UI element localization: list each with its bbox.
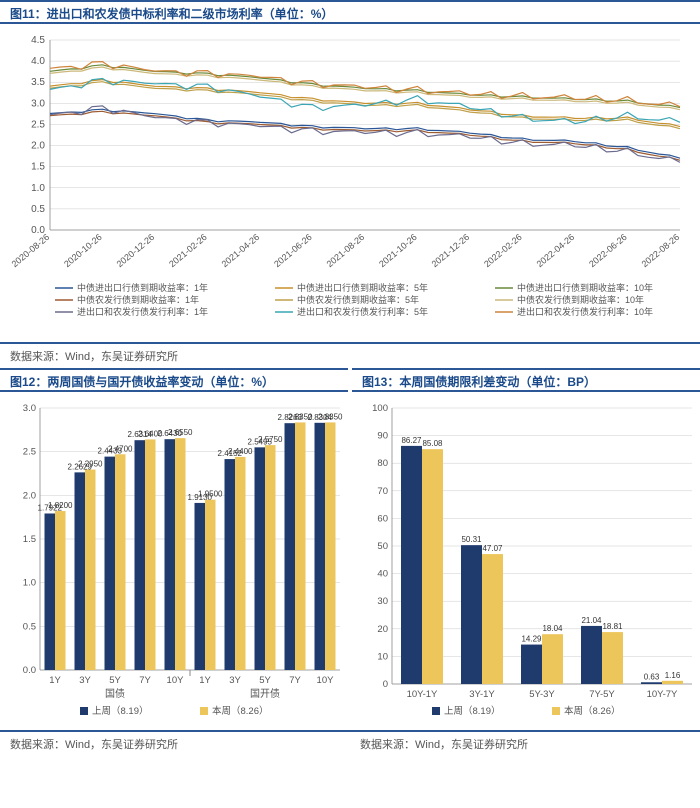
- svg-text:3.0: 3.0: [23, 403, 36, 414]
- svg-text:2020-08-26: 2020-08-26: [10, 232, 51, 269]
- fig11-source: 数据来源：Wind，东吴证券研究所: [0, 342, 700, 368]
- svg-text:2.6550: 2.6550: [168, 428, 193, 437]
- svg-text:4.5: 4.5: [31, 35, 45, 46]
- fig11-title: 图11：进出口和农发债中标利率和二级市场利率（单位：%）: [0, 0, 700, 24]
- svg-text:上周（8.19）: 上周（8.19）: [92, 705, 149, 717]
- svg-text:3.0: 3.0: [31, 98, 45, 109]
- svg-text:2.5750: 2.5750: [258, 435, 283, 444]
- fig13-title: 图13：本周国债期限利差变动（单位：BP）: [352, 368, 700, 392]
- svg-text:70: 70: [377, 486, 388, 497]
- svg-text:50: 50: [377, 541, 388, 552]
- svg-text:2022-08-26: 2022-08-26: [640, 232, 682, 269]
- svg-text:2021-04-26: 2021-04-26: [220, 232, 262, 269]
- svg-text:90: 90: [377, 431, 388, 442]
- svg-text:中债农发行债到期收益率：5年: 中债农发行债到期收益率：5年: [297, 294, 419, 305]
- svg-text:3.5: 3.5: [31, 77, 45, 88]
- svg-text:21.04: 21.04: [581, 616, 602, 625]
- svg-text:2021-10-26: 2021-10-26: [377, 232, 419, 269]
- svg-text:40: 40: [377, 569, 388, 580]
- svg-text:85.08: 85.08: [422, 439, 443, 448]
- svg-text:本周（8.26）: 本周（8.26）: [212, 705, 269, 717]
- svg-text:进出口和农发行债发行利率：1年: 进出口和农发行债发行利率：1年: [77, 306, 208, 317]
- svg-text:100: 100: [372, 403, 388, 414]
- svg-text:30: 30: [377, 596, 388, 607]
- svg-text:0: 0: [383, 679, 388, 690]
- fig13-source: 数据来源：Wind，东吴证券研究所: [350, 730, 700, 756]
- svg-text:1.0: 1.0: [31, 183, 45, 194]
- svg-text:2022-06-26: 2022-06-26: [587, 232, 629, 269]
- svg-text:5Y-3Y: 5Y-3Y: [529, 689, 555, 700]
- svg-text:1Y: 1Y: [199, 675, 211, 686]
- svg-text:80: 80: [377, 458, 388, 469]
- svg-text:1.8200: 1.8200: [48, 501, 73, 510]
- svg-text:86.27: 86.27: [401, 436, 422, 445]
- svg-text:10Y: 10Y: [317, 675, 335, 686]
- svg-text:60: 60: [377, 513, 388, 524]
- svg-text:上周（8.19）: 上周（8.19）: [444, 705, 501, 717]
- svg-text:2021-02-26: 2021-02-26: [167, 232, 209, 269]
- svg-text:中债农发行债到期收益率：1年: 中债农发行债到期收益率：1年: [77, 294, 199, 305]
- svg-text:2021-06-26: 2021-06-26: [272, 232, 314, 269]
- svg-text:2020-10-26: 2020-10-26: [62, 232, 104, 269]
- fig13-chart: 0 10 20 30 40 50 60 70 80 90 100 86.2785.08 10Y-1Y 50…: [352, 392, 700, 730]
- fig12-title: 图12：两周国债与国开债收益率变动（单位：%）: [0, 368, 348, 392]
- svg-text:2021-08-26: 2021-08-26: [325, 232, 367, 269]
- svg-text:0.0: 0.0: [23, 665, 36, 676]
- svg-text:国开债: 国开债: [250, 687, 280, 700]
- svg-text:中债农发行债到期收益率：10年: 中债农发行债到期收益率：10年: [517, 294, 644, 305]
- svg-text:进出口和农发行债发行利率：5年: 进出口和农发行债发行利率：5年: [297, 306, 428, 317]
- svg-text:3Y: 3Y: [229, 675, 241, 686]
- svg-text:中债进出口行债到期收益率：1年: 中债进出口行债到期收益率：1年: [77, 282, 208, 293]
- fig12-source: 数据来源：Wind，东吴证券研究所: [0, 730, 350, 756]
- svg-text:7Y: 7Y: [139, 675, 151, 686]
- svg-text:10Y-1Y: 10Y-1Y: [407, 689, 438, 700]
- svg-text:1Y: 1Y: [49, 675, 61, 686]
- fig12-chart: 0.00.51.01.52.02.53.01.79221.82001Y2.262…: [0, 392, 348, 730]
- svg-text:14.29: 14.29: [521, 635, 542, 644]
- svg-text:国债: 国债: [105, 687, 125, 700]
- svg-text:5Y: 5Y: [259, 675, 271, 686]
- svg-text:3Y-1Y: 3Y-1Y: [469, 689, 495, 700]
- svg-text:2.0: 2.0: [31, 141, 45, 152]
- svg-text:7Y-5Y: 7Y-5Y: [589, 689, 615, 700]
- svg-text:中债进出口行债到期收益率：5年: 中债进出口行债到期收益率：5年: [297, 282, 428, 293]
- svg-text:1.16: 1.16: [665, 671, 681, 680]
- svg-text:2021-12-26: 2021-12-26: [430, 232, 472, 269]
- svg-text:2022-02-26: 2022-02-26: [482, 232, 524, 269]
- svg-text:0.63: 0.63: [644, 672, 660, 681]
- svg-text:进出口和农发行债发行利率：10年: 进出口和农发行债发行利率：10年: [517, 306, 653, 317]
- svg-text:4.0: 4.0: [31, 56, 45, 67]
- svg-text:10Y: 10Y: [167, 675, 185, 686]
- svg-text:1.5: 1.5: [23, 534, 36, 545]
- svg-text:1.9500: 1.9500: [198, 490, 223, 499]
- svg-text:10Y-7Y: 10Y-7Y: [647, 689, 678, 700]
- svg-text:2.2950: 2.2950: [78, 460, 103, 469]
- svg-text:中债进出口行债到期收益率：10年: 中债进出口行债到期收益率：10年: [517, 282, 653, 293]
- svg-text:2.4400: 2.4400: [228, 447, 253, 456]
- svg-text:10: 10: [377, 651, 388, 662]
- svg-text:47.07: 47.07: [482, 544, 503, 553]
- svg-text:2020-12-26: 2020-12-26: [115, 232, 157, 269]
- svg-text:0.5: 0.5: [31, 204, 45, 215]
- svg-text:20: 20: [377, 624, 388, 635]
- svg-text:50.31: 50.31: [461, 535, 482, 544]
- svg-text:3Y: 3Y: [79, 675, 91, 686]
- svg-text:7Y: 7Y: [289, 675, 301, 686]
- svg-text:0.5: 0.5: [23, 621, 36, 632]
- svg-text:18.81: 18.81: [602, 622, 623, 631]
- svg-text:2.0: 2.0: [23, 490, 36, 501]
- svg-text:18.04: 18.04: [542, 624, 563, 633]
- svg-text:1.5: 1.5: [31, 162, 45, 173]
- fig11-chart: 0.00.51.01.52.02.53.03.54.04.52020-08-26…: [0, 24, 700, 342]
- svg-text:1.0: 1.0: [23, 578, 36, 589]
- svg-text:2.8350: 2.8350: [318, 412, 343, 421]
- svg-text:本周（8.26）: 本周（8.26）: [564, 705, 621, 717]
- svg-text:2.5: 2.5: [31, 119, 45, 130]
- svg-text:5Y: 5Y: [109, 675, 121, 686]
- svg-text:2022-04-26: 2022-04-26: [535, 232, 577, 269]
- svg-text:2.4700: 2.4700: [108, 444, 133, 453]
- svg-text:2.5: 2.5: [23, 447, 36, 458]
